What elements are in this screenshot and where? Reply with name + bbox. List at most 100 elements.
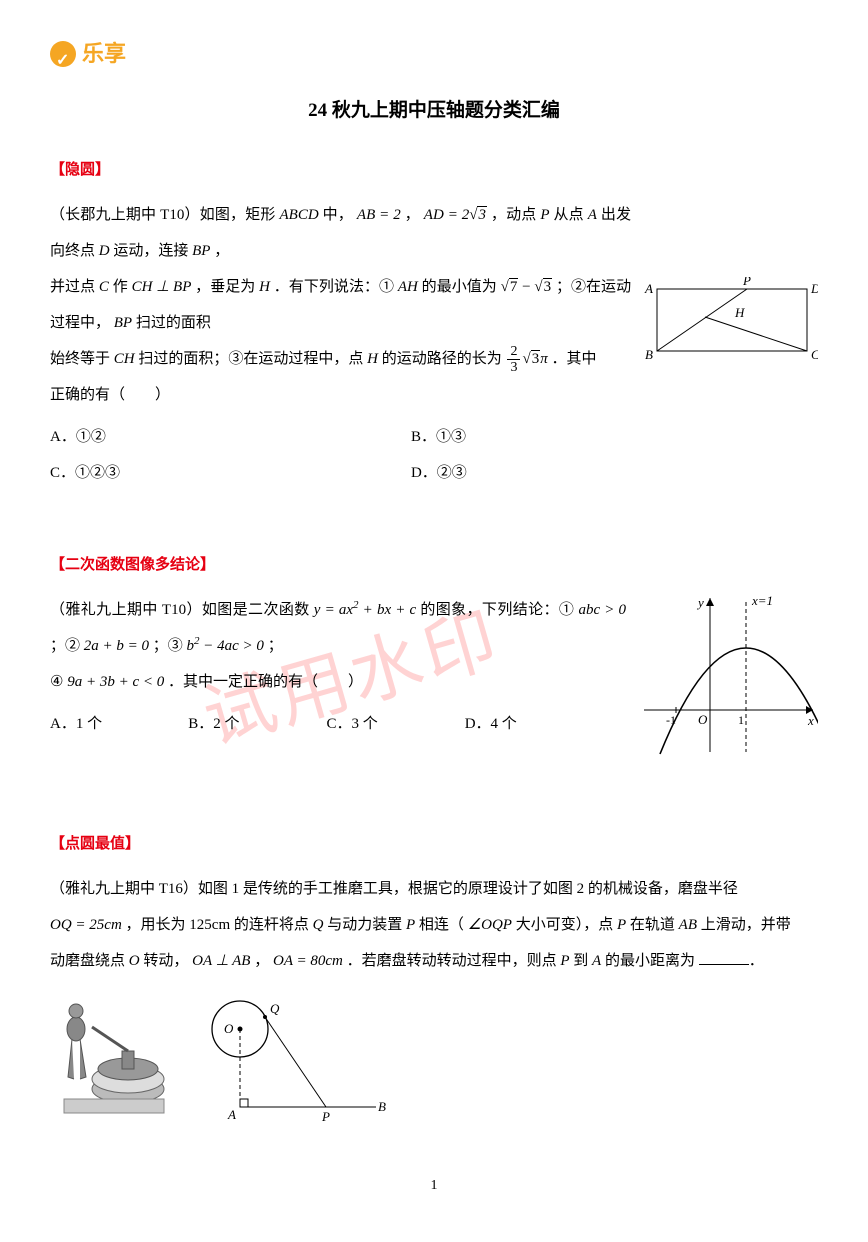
text: 在轨道 [630,917,675,933]
svg-text:B: B [645,347,653,362]
text: ；③ [153,638,183,654]
page-title: 24 秋九上期中压轴题分类汇编 [50,90,818,132]
section-header-1: 【隐圆】 [50,154,818,187]
options-2: A．1 个 B．2 个 C．3 个 D．4 个 [50,706,626,742]
math: AD = 23 [424,207,487,223]
math: P [560,953,569,969]
page-content: 乐享 24 秋九上期中压轴题分类汇编 【隐圆】 A D B C P H （长郡九… [50,30,818,1202]
option-b: B．2 个 [188,706,326,742]
math: ABCD [280,207,319,223]
page-number: 1 [50,1171,818,1202]
text: 的最小距离为 [605,953,695,969]
svg-text:H: H [734,305,745,320]
figure-2: y x O -1 1 x=1 [638,592,818,770]
text: ， [214,243,229,259]
option-d: D．4 个 [465,706,603,742]
svg-text:P: P [742,277,751,288]
text: 到 [573,953,588,969]
svg-text:1: 1 [738,713,744,727]
text: ④ [50,674,63,690]
svg-text:y: y [696,595,704,610]
text: 扫过的面积；③在运动过程中，点 [138,351,363,367]
math: OA = 80cm [273,953,343,969]
option-b: B．①③ [411,419,772,455]
text: ，用长为 [126,917,186,933]
svg-text:P: P [321,1109,330,1121]
math: A [588,207,597,223]
math: AB [679,917,697,933]
text: 的最小值为 [422,279,497,295]
text: 上滑动，并带 [701,917,791,933]
text: 并过点 [50,279,95,295]
math: P [406,917,415,933]
text: （雅礼九上期中 T10）如图是二次函数 [50,602,310,618]
math: H [367,351,378,367]
text: 的图象，下列结论：① [420,602,574,618]
math: BP [114,315,132,331]
math: OQ = 25cm [50,917,122,933]
text: （长郡九上期中 T10）如图，矩形 [50,207,276,223]
option-a: A．1 个 [50,706,188,742]
math: abc > 0 [578,602,626,618]
svg-text:Q: Q [270,1001,280,1016]
svg-text:D: D [810,281,818,296]
text: ．有下列说法：① [274,279,394,295]
math: ∠OQP [468,917,512,933]
math: 2a + b = 0 [84,638,149,654]
option-a: A．①② [50,419,411,455]
logo: 乐享 [50,30,818,78]
text: 的运动路径的长为 [382,351,502,367]
blank-answer [699,964,749,965]
text: 始终等于 [50,351,110,367]
figure-3a [50,991,170,1121]
option-d: D．②③ [411,455,772,491]
problem-3: （雅礼九上期中 T16）如图 1 是传统的手工推磨工具，根据它的原理设计了如图 … [50,871,818,979]
section-header-2: 【二次函数图像多结论】 [50,549,818,582]
text: ．若磨盘转动转动过程中，则点 [347,953,557,969]
text: ；② [50,638,80,654]
svg-text:-1: -1 [666,713,676,727]
text: 作 [113,279,128,295]
text: ．其中 [551,351,596,367]
svg-text:A: A [644,281,653,296]
option-c: C．3 个 [326,706,464,742]
math: D [99,243,110,259]
text: 正确的有（ ） [50,387,170,403]
math: A [592,953,601,969]
svg-text:O: O [698,712,708,727]
text: 与动力装置 [327,917,402,933]
math: 233π [505,351,547,367]
text: 动磨盘绕点 [50,953,125,969]
math: AH [398,279,418,295]
math: C [99,279,109,295]
text: ； [268,638,283,654]
math: Q [313,917,324,933]
section-header-3: 【点圆最值】 [50,828,818,861]
text: 扫过的面积 [136,315,211,331]
figure-3b: O Q A P B [198,991,388,1121]
figure-row-3: O Q A P B [50,991,818,1121]
text: ， [254,953,269,969]
math: P [540,207,549,223]
math: CH ⊥ BP [132,279,192,295]
svg-text:A: A [227,1107,236,1121]
svg-text:x=1: x=1 [751,593,773,608]
text: ．其中一定正确的有（ ） [168,674,363,690]
text: 大小可变），点 [516,917,614,933]
math: OA ⊥ AB [192,953,250,969]
math: P [617,917,626,933]
math: BP [192,243,210,259]
math: y = ax2 + bx + c [314,602,416,618]
math: 7 − 3 [501,279,553,295]
svg-text:C: C [811,347,818,362]
text: 转动， [143,953,188,969]
math: b2 − 4ac > 0 [187,638,264,654]
text: ，垂足为 [195,279,255,295]
text: ，动点 [491,207,537,223]
math: 125cm [189,917,230,933]
text: 从点 [554,207,584,223]
figure-1: A D B C P H [643,277,818,375]
text: 相连（ [419,917,464,933]
text: 运动，连接 [113,243,188,259]
math: 9a + 3b + c < 0 [67,674,164,690]
